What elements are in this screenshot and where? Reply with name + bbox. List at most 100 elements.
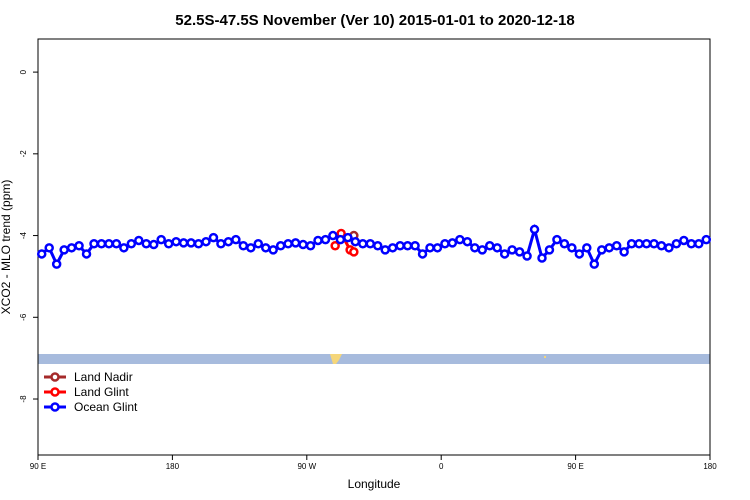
data-point bbox=[671, 238, 682, 249]
data-point bbox=[81, 249, 92, 259]
data-point bbox=[619, 247, 629, 257]
data-point bbox=[529, 224, 540, 235]
x-tick-label: 180 bbox=[703, 462, 717, 471]
map-strip bbox=[38, 354, 710, 364]
data-point bbox=[679, 235, 689, 246]
legend-marker bbox=[50, 387, 60, 397]
data-point bbox=[283, 238, 293, 249]
data-point bbox=[470, 243, 480, 253]
data-point bbox=[223, 236, 234, 247]
data-point bbox=[372, 241, 383, 251]
data-point bbox=[163, 238, 174, 249]
data-point bbox=[96, 238, 107, 249]
data-point bbox=[126, 238, 137, 249]
data-point bbox=[582, 243, 592, 253]
data-point bbox=[559, 238, 570, 249]
data-point bbox=[330, 241, 340, 251]
data-point bbox=[313, 235, 323, 246]
data-point bbox=[567, 243, 577, 253]
x-axis-title: Longitude bbox=[348, 477, 401, 491]
chart-title: 52.5S-47.5S November (Ver 10) 2015-01-01… bbox=[175, 12, 574, 29]
x-tick-label: 180 bbox=[166, 462, 180, 471]
data-point bbox=[208, 232, 219, 243]
legend-marker bbox=[50, 402, 60, 412]
y-tick-label: -6 bbox=[19, 313, 28, 321]
data-point bbox=[141, 238, 152, 249]
data-point bbox=[119, 243, 129, 253]
ocean-band bbox=[38, 354, 710, 364]
data-point bbox=[365, 238, 376, 249]
data-point bbox=[51, 259, 62, 269]
data-point bbox=[320, 234, 331, 245]
data-point bbox=[89, 238, 99, 249]
data-point bbox=[59, 245, 69, 255]
data-point bbox=[499, 249, 510, 259]
data-point bbox=[611, 241, 622, 251]
data-point bbox=[246, 243, 256, 253]
data-point bbox=[156, 234, 166, 245]
data-point bbox=[447, 238, 458, 248]
data-point bbox=[604, 243, 614, 253]
plot-frame bbox=[37, 38, 711, 456]
x-tick-label: 90 W bbox=[297, 462, 316, 471]
data-point bbox=[44, 243, 54, 253]
data-point bbox=[417, 249, 428, 259]
data-point bbox=[66, 243, 77, 253]
data-point bbox=[402, 241, 413, 251]
data-point bbox=[253, 238, 264, 249]
data-point bbox=[74, 241, 84, 251]
data-point bbox=[328, 230, 338, 241]
data-point bbox=[634, 238, 644, 249]
x-tick-label: 0 bbox=[439, 462, 444, 471]
data-point bbox=[701, 234, 712, 245]
data-point bbox=[589, 259, 600, 269]
data-point bbox=[350, 236, 361, 247]
data-point bbox=[298, 239, 308, 250]
data-point bbox=[641, 238, 652, 249]
data-point bbox=[425, 243, 435, 253]
data-point bbox=[626, 238, 637, 249]
data-point bbox=[238, 241, 249, 251]
data-point bbox=[104, 238, 114, 249]
data-point bbox=[335, 234, 346, 245]
data-point bbox=[387, 243, 398, 253]
y-tick-label: -8 bbox=[19, 395, 28, 403]
data-point bbox=[686, 238, 697, 249]
data-point bbox=[440, 238, 450, 249]
data-point bbox=[201, 236, 211, 247]
data-point bbox=[544, 245, 555, 255]
data-point bbox=[380, 245, 390, 255]
data-point bbox=[186, 238, 196, 248]
data-point bbox=[492, 243, 502, 253]
data-point bbox=[275, 241, 286, 251]
data-point bbox=[522, 251, 532, 261]
data-point bbox=[178, 238, 189, 248]
data-point bbox=[507, 245, 517, 255]
data-point bbox=[36, 249, 47, 259]
y-tick-label: 0 bbox=[19, 69, 28, 74]
data-point bbox=[171, 236, 181, 247]
data-point bbox=[455, 234, 465, 245]
data-point bbox=[477, 245, 488, 255]
data-point bbox=[596, 245, 607, 255]
data-point bbox=[514, 247, 525, 257]
y-tick-label: -4 bbox=[19, 231, 28, 239]
data-point bbox=[343, 232, 353, 243]
data-point bbox=[537, 253, 547, 263]
data-point bbox=[148, 239, 159, 250]
data-point bbox=[260, 243, 271, 253]
data-point bbox=[358, 238, 368, 249]
y-tick-label: -2 bbox=[19, 150, 28, 158]
data-point bbox=[290, 238, 301, 248]
data-point bbox=[134, 235, 144, 246]
x-tick-label: 90 E bbox=[567, 462, 583, 471]
data-point bbox=[268, 245, 278, 255]
data-point bbox=[410, 241, 420, 251]
data-point bbox=[432, 243, 443, 253]
data-point bbox=[552, 234, 562, 245]
data-point bbox=[349, 247, 359, 257]
data-point bbox=[574, 249, 585, 259]
data-point bbox=[649, 238, 659, 249]
data-point bbox=[193, 238, 204, 249]
